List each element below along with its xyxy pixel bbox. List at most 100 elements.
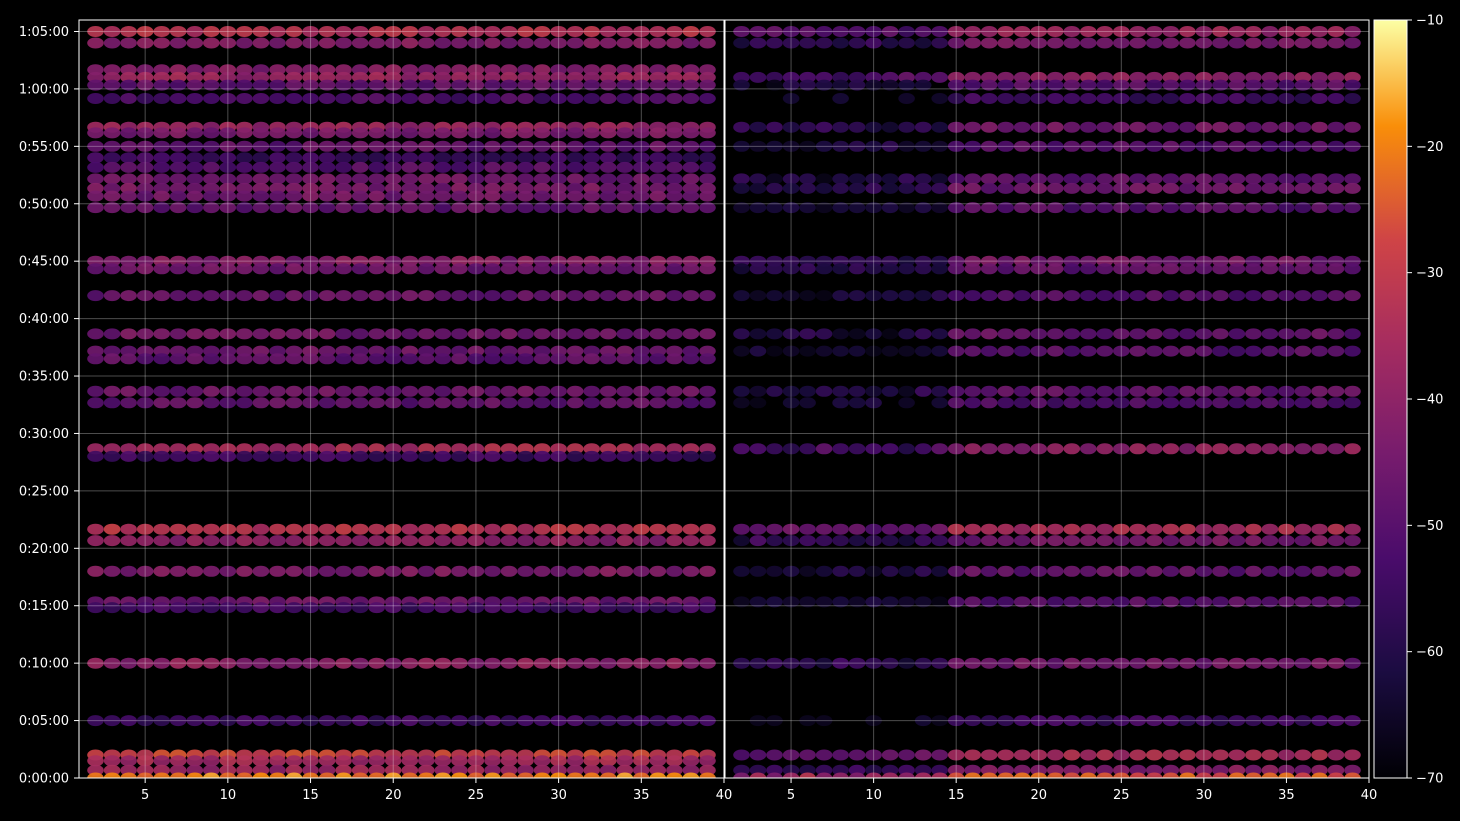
heatmap-cell: [434, 602, 452, 614]
heatmap-cell: [997, 772, 1014, 778]
heatmap-cell: [219, 64, 237, 76]
heatmap-cell: [964, 596, 981, 608]
heatmap-cell: [1162, 173, 1180, 185]
heatmap-cell: [964, 523, 981, 535]
heatmap-cell: [666, 202, 683, 214]
heatmap-cell: [1013, 715, 1031, 727]
heatmap-cell: [749, 565, 767, 577]
y-tick-label: 0:35:00: [19, 370, 69, 385]
heatmap-cell: [434, 263, 452, 275]
heatmap-cell: [749, 443, 767, 455]
heatmap-cell: [285, 64, 303, 76]
heatmap-cell: [203, 64, 220, 76]
heatmap-cell: [914, 764, 932, 776]
heatmap-cell: [599, 152, 617, 164]
heatmap-cell: [616, 140, 634, 152]
heatmap-cell: [1311, 565, 1328, 577]
heatmap-cell: [1113, 749, 1130, 761]
colorbar: −10−20−30−40−50−60−70: [1373, 14, 1443, 787]
heatmap-cell: [832, 37, 849, 49]
heatmap-cell: [1030, 523, 1047, 535]
heatmap-cell: [848, 37, 866, 49]
heatmap-cell: [153, 450, 170, 462]
heatmap-cell: [583, 657, 600, 669]
heatmap-cell: [699, 523, 716, 535]
heatmap-cell: [1228, 397, 1246, 409]
heatmap-cell: [484, 140, 501, 152]
heatmap-cell: [799, 749, 816, 761]
heatmap-cell: [1327, 290, 1345, 302]
heatmap-cell: [1113, 93, 1130, 104]
heatmap-cell: [203, 523, 220, 535]
heatmap-cell: [1146, 443, 1163, 455]
heatmap-cell: [947, 37, 965, 49]
heatmap-cell: [203, 255, 220, 267]
heatmap-cell: [649, 127, 667, 139]
heatmap-cell: [500, 772, 518, 778]
heatmap-cell: [533, 353, 551, 365]
heatmap-cell: [964, 345, 981, 357]
heatmap-cell: [169, 173, 187, 185]
heatmap-cell: [1311, 397, 1328, 409]
heatmap-cell: [881, 263, 899, 275]
heatmap-cell: [269, 764, 286, 776]
heatmap-cell: [203, 79, 220, 91]
heatmap-cell: [733, 79, 750, 91]
heatmap-cell: [103, 161, 121, 173]
heatmap-cell: [666, 443, 683, 455]
heatmap-cell: [302, 328, 319, 340]
heatmap-cell: [815, 263, 833, 275]
heatmap-cell: [749, 328, 767, 340]
heatmap-cell: [302, 190, 319, 202]
heatmap-cell: [649, 26, 667, 37]
heatmap-cell: [401, 26, 419, 37]
heatmap-cell: [898, 121, 915, 133]
heatmap-cell: [252, 173, 270, 185]
heatmap-cell: [898, 443, 915, 455]
heatmap-cell: [384, 182, 402, 194]
heatmap-cell: [120, 182, 137, 194]
heatmap-cell: [1162, 71, 1180, 83]
heatmap-cell: [1096, 657, 1114, 669]
heatmap-cell: [434, 535, 452, 547]
heatmap-cell: [980, 290, 998, 302]
heatmap-cell: [219, 71, 237, 83]
heatmap-cell: [682, 173, 700, 185]
heatmap-cell: [1047, 345, 1064, 357]
heatmap-cell: [649, 202, 667, 214]
heatmap-cell: [931, 535, 948, 547]
heatmap-cell: [997, 764, 1014, 776]
heatmap-cell: [1113, 26, 1130, 37]
heatmap-cell: [484, 328, 501, 340]
heatmap-cell: [335, 450, 352, 462]
heatmap-cell: [252, 255, 270, 267]
heatmap-cell: [766, 385, 783, 397]
heatmap-cell: [633, 182, 650, 194]
heatmap-cell: [1212, 397, 1229, 409]
heatmap-cell: [252, 755, 270, 767]
heatmap-cell: [203, 127, 220, 139]
heatmap-cell: [1294, 37, 1312, 49]
heatmap-cell: [782, 764, 800, 776]
heatmap-cell: [269, 657, 286, 669]
heatmap-cell: [1129, 443, 1147, 455]
heatmap-cell: [1162, 657, 1180, 669]
y-tick-label: 0:10:00: [19, 657, 69, 672]
heatmap-cell: [136, 715, 154, 727]
heatmap-cell: [682, 26, 700, 37]
heatmap-cell: [1063, 523, 1081, 535]
heatmap-cell: [583, 385, 600, 397]
heatmap-cell: [865, 443, 882, 455]
heatmap-cell: [484, 345, 501, 357]
heatmap-cell: [1294, 93, 1312, 104]
heatmap-cell: [1245, 749, 1262, 761]
heatmap-cell: [451, 79, 468, 91]
heatmap-cell: [384, 772, 402, 778]
heatmap-cell: [302, 202, 319, 214]
heatmap-cell: [1311, 37, 1328, 49]
heatmap-cell: [997, 749, 1014, 761]
heatmap-cell: [302, 79, 319, 91]
heatmap-cell: [500, 26, 518, 37]
heatmap-cell: [566, 328, 584, 340]
heatmap-cell: [351, 755, 369, 767]
